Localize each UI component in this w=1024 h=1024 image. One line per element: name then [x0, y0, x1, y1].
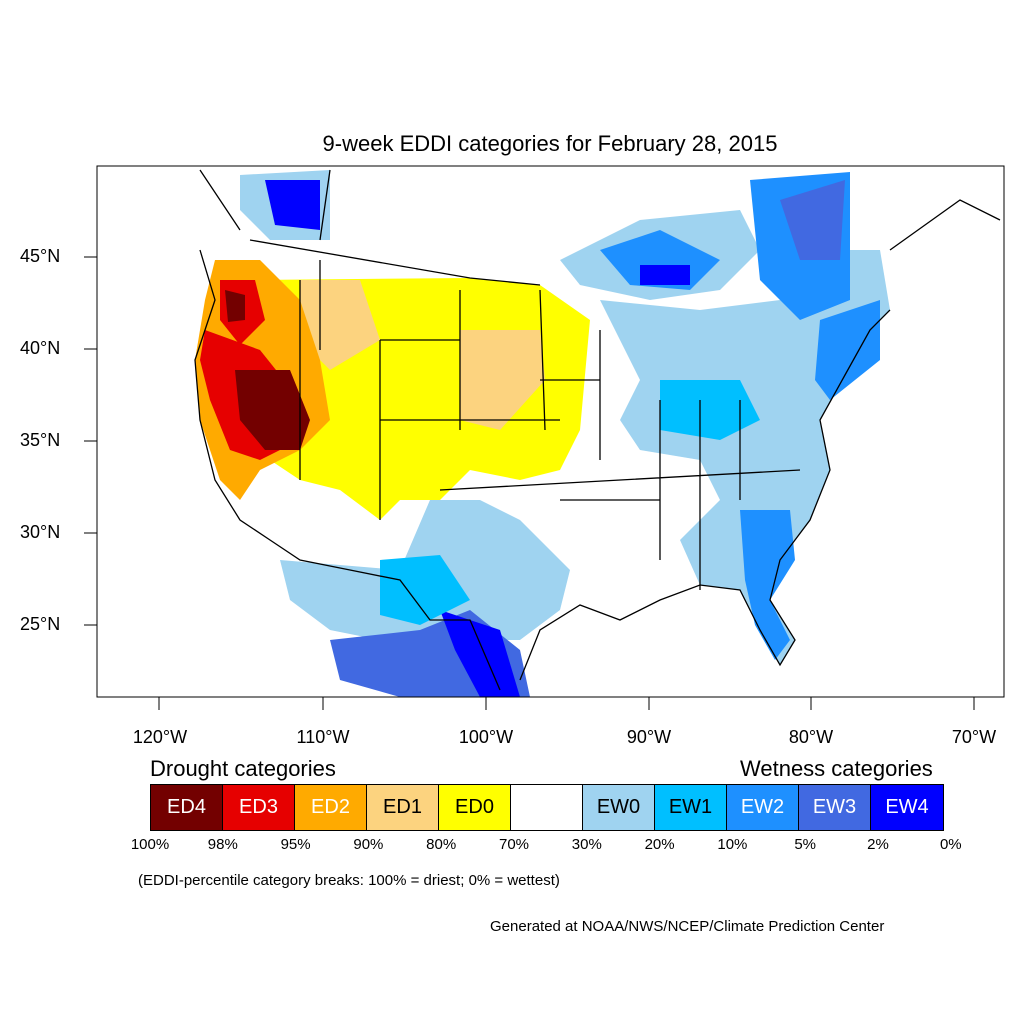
lat-label-45: 45°N	[20, 246, 61, 266]
break-label: 95%	[280, 836, 311, 853]
axis-ticks	[84, 256, 975, 710]
legend-swatch-ed1: ED1	[367, 785, 439, 830]
border-lines	[194, 169, 1001, 691]
credit-line: Generated at NOAA/NWS/NCEP/Climate Predi…	[490, 918, 885, 935]
lon-label-100: 100°W	[458, 727, 514, 747]
legend-swatch-ed4: ED4	[151, 785, 223, 830]
break-label: 2%	[867, 836, 889, 853]
drought-heading: Drought categories	[150, 756, 336, 781]
break-label: 100%	[130, 836, 170, 853]
legend-swatch-ew3: EW3	[799, 785, 871, 830]
legend-swatch-ew2: EW2	[727, 785, 799, 830]
break-label: 10%	[717, 836, 748, 853]
legend-swatch-ew0: EW0	[583, 785, 655, 830]
break-label: 80%	[426, 836, 457, 853]
map-field	[195, 170, 890, 697]
legend-swatch-normal	[511, 785, 583, 830]
lon-label-70: 70°W	[951, 727, 997, 747]
lat-label-35: 35°N	[20, 430, 61, 450]
legend-swatch-ew1: EW1	[655, 785, 727, 830]
category-legend: ED4 ED3 ED2 ED1 ED0 EW0 EW1 EW2 EW3 EW4	[150, 784, 944, 831]
lat-label-40: 40°N	[20, 338, 61, 358]
lat-label-30: 30°N	[20, 522, 61, 542]
legend-swatch-ed0: ED0	[439, 785, 511, 830]
break-label: 70%	[498, 836, 530, 853]
map-frame	[96, 165, 1005, 698]
lat-label-25: 25°N	[20, 614, 61, 634]
wetness-heading: Wetness categories	[740, 756, 933, 781]
lon-label-90: 90°W	[626, 727, 672, 747]
legend-swatch-ed2: ED2	[295, 785, 367, 830]
break-label: 20%	[644, 836, 675, 853]
break-label: 90%	[353, 836, 384, 853]
lon-label-120: 120°W	[132, 727, 188, 747]
legend-swatch-ed3: ED3	[223, 785, 295, 830]
lon-label-110: 110°W	[296, 727, 350, 747]
legend-note: (EDDI-percentile category breaks: 100% =…	[138, 872, 560, 889]
break-label: 0%	[939, 836, 962, 853]
lon-label-80: 80°W	[788, 727, 834, 747]
break-label: 30%	[571, 836, 602, 853]
legend-swatch-ew4: EW4	[871, 785, 943, 830]
break-label: 98%	[207, 836, 238, 853]
break-label: 5%	[794, 836, 817, 853]
map-title: 9-week EDDI categories for February 28, …	[322, 131, 778, 156]
